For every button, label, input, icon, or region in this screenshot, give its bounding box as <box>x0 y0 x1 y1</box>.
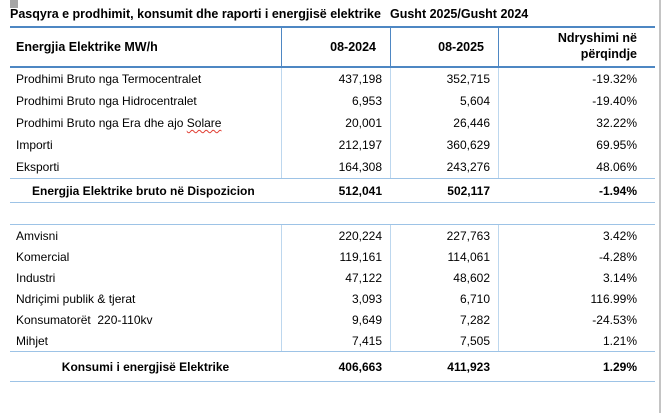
change-percent: -19.40% <box>498 90 655 112</box>
change-percent: -24.53% <box>498 309 655 330</box>
value-2025: 7,505 <box>390 330 498 351</box>
row-label: Eksporti <box>16 160 60 174</box>
table-row-ndricimi-publik: Ndriçimi publik & tjerat 3,093 6,710 116… <box>10 288 655 309</box>
change-percent: 69.95% <box>498 134 655 156</box>
value-2024: 20,001 <box>281 112 390 134</box>
value-2024: 406,663 <box>338 359 382 374</box>
value-2025: 411,923 <box>447 359 490 374</box>
value-2025: 360,629 <box>390 134 498 156</box>
title-period: Gusht 2025/Gusht 2024 <box>390 7 529 21</box>
row-label: Industri <box>16 270 56 285</box>
change-percent: 48.06% <box>498 156 655 178</box>
value-2024: 220,224 <box>281 225 390 246</box>
consumption-total-row: Konsumi i energjisë Elektrike 406,663 41… <box>10 351 655 382</box>
value-2025: 114,061 <box>390 246 498 267</box>
total-label: Konsumi i energjisë Elektrike <box>61 359 230 374</box>
row-label: Importi <box>16 138 53 152</box>
value-2025: 5,604 <box>390 90 498 112</box>
change-percent: -19.32% <box>498 68 655 90</box>
value-2025: 227,763 <box>390 225 498 246</box>
header-2024-col: 08-2024 <box>281 28 390 66</box>
row-label: Prodhimi Bruto nga Era dhe ajo Solare <box>16 116 222 130</box>
change-percent: 1.29% <box>602 359 637 374</box>
table-row-eksporti: Eksporti 164,308 243,276 48.06% <box>10 156 655 178</box>
row-label: Amvisni <box>16 228 59 243</box>
value-2025: 243,276 <box>390 156 498 178</box>
table-row-komercial: Komercial 119,161 114,061 -4.28% <box>10 246 655 267</box>
table-row-era-solare: Prodhimi Bruto nga Era dhe ajo Solare 20… <box>10 112 655 134</box>
value-2024: 6,953 <box>281 90 390 112</box>
row-label: Prodhimi Bruto nga Hidrocentralet <box>16 94 197 108</box>
header-change-col: Ndryshimi në përqindje <box>498 28 655 66</box>
change-percent: -1.94% <box>598 183 637 198</box>
production-total-row: Energjia Elektrike bruto në Dispozicion … <box>10 178 655 203</box>
table-row-amvisni: Amvisni 220,224 227,763 3.42% <box>10 225 655 246</box>
window-right-edge <box>659 0 661 413</box>
change-percent: 32.22% <box>498 112 655 134</box>
header-energy-col: Energjia Elektrike MW/h <box>16 40 158 54</box>
table-row-konsumatoret: Konsumatorët 220-110kv 9,649 7,282 -24.5… <box>10 309 655 330</box>
value-2025: 7,282 <box>390 309 498 330</box>
value-2024: 212,197 <box>281 134 390 156</box>
change-percent: 1.21% <box>498 330 655 351</box>
value-2024: 437,198 <box>281 68 390 90</box>
total-label: Energjia Elektrike bruto në Dispozicion <box>32 183 255 198</box>
value-2025: 6,710 <box>390 288 498 309</box>
page-title: Pasqyra e prodhimit, konsumit dhe raport… <box>10 7 381 21</box>
value-2025: 502,117 <box>447 183 490 198</box>
header-2025-col: 08-2025 <box>390 28 498 66</box>
table-row-termocentralet: Prodhimi Bruto nga Termocentralet 437,19… <box>10 68 655 90</box>
value-2024: 164,308 <box>281 156 390 178</box>
value-2024: 9,649 <box>281 309 390 330</box>
table-selection-handle[interactable] <box>10 0 18 8</box>
table-row-importi: Importi 212,197 360,629 69.95% <box>10 134 655 156</box>
value-2024: 7,415 <box>281 330 390 351</box>
change-percent: 3.14% <box>498 267 655 288</box>
value-2024: 47,122 <box>281 267 390 288</box>
title-row: Pasqyra e prodhimit, konsumit dhe raport… <box>10 7 655 24</box>
row-label: Konsumatorët 220-110kv <box>16 312 153 327</box>
value-2025: 48,602 <box>390 267 498 288</box>
value-2025: 352,715 <box>390 68 498 90</box>
energy-report-table: Energjia Elektrike MW/h 08-2024 08-2025 … <box>10 26 655 382</box>
section-gap <box>10 203 655 224</box>
change-percent: 3.42% <box>498 225 655 246</box>
production-section: Prodhimi Bruto nga Termocentralet 437,19… <box>10 68 655 178</box>
value-2024: 512,041 <box>338 183 382 198</box>
row-label: Prodhimi Bruto nga Termocentralet <box>16 72 202 86</box>
row-label: Komercial <box>16 249 70 264</box>
change-percent: -4.28% <box>498 246 655 267</box>
value-2025: 26,446 <box>390 112 498 134</box>
consumption-section: Amvisni 220,224 227,763 3.42% Komercial … <box>10 224 655 351</box>
table-row-mihjet: Mihjet 7,415 7,505 1.21% <box>10 330 655 351</box>
row-label: Mihjet <box>16 333 49 348</box>
value-2024: 3,093 <box>281 288 390 309</box>
table-row-hidrocentralet: Prodhimi Bruto nga Hidrocentralet 6,953 … <box>10 90 655 112</box>
spellcheck-underlined-word: Solare <box>186 116 222 130</box>
change-percent: 116.99% <box>498 288 655 309</box>
value-2024: 119,161 <box>281 246 390 267</box>
table-row-industri: Industri 47,122 48,602 3.14% <box>10 267 655 288</box>
row-label: Ndriçimi publik & tjerat <box>16 291 136 306</box>
table-header-row: Energjia Elektrike MW/h 08-2024 08-2025 … <box>10 26 655 68</box>
